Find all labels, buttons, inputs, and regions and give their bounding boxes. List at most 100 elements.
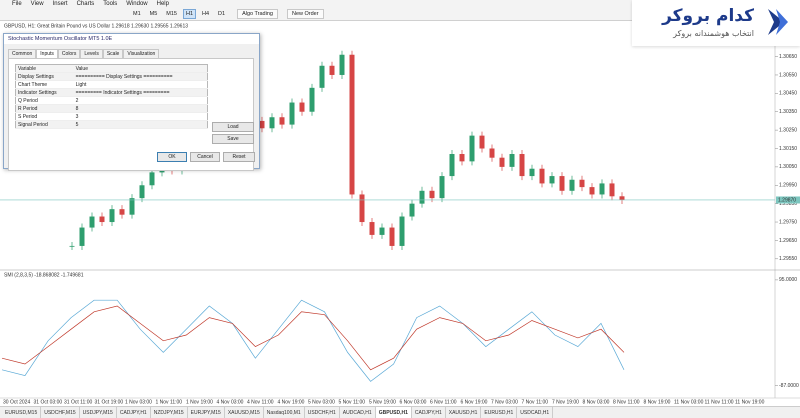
- chart-tab[interactable]: AUDCAD,H1: [340, 407, 376, 418]
- candle: [379, 227, 385, 235]
- chart-tab[interactable]: CADJPY,H1: [412, 407, 446, 418]
- indicator-dialog: Stochastic Momentum Oscillator MT5 1.0E …: [3, 33, 260, 171]
- timeframe-button[interactable]: H1: [182, 9, 197, 19]
- x-tick-label: 6 Nov 11:00: [430, 399, 457, 405]
- cancel-button[interactable]: Cancel: [190, 152, 220, 162]
- algo-trading-button[interactable]: Algo Trading: [237, 9, 278, 19]
- y-tick-label: 1.29950: [779, 183, 797, 189]
- candle: [79, 227, 85, 246]
- chart-tab[interactable]: NZDJPY,M15: [151, 407, 188, 418]
- x-tick-label: 31 Oct 19:00: [95, 399, 124, 405]
- timeframe-button[interactable]: D1: [218, 11, 226, 17]
- chart-tab[interactable]: EURUSD,M15: [2, 407, 42, 418]
- chart-tab[interactable]: USDCHF,M15: [41, 407, 80, 418]
- reset-button[interactable]: Reset: [223, 152, 255, 162]
- chart-tab[interactable]: Nasdaq100,M1: [264, 407, 305, 418]
- chart-tab[interactable]: GBPUSD,H1: [375, 407, 412, 418]
- x-tick-label: 5 Nov 19:00: [369, 399, 396, 405]
- x-tick-label: 7 Nov 19:00: [552, 399, 579, 405]
- table-cell: ========== Display Settings ==========: [73, 72, 208, 81]
- candle: [359, 194, 365, 223]
- candle: [429, 190, 435, 199]
- table-row[interactable]: Q Period 2: [15, 96, 208, 105]
- timeframe-button[interactable]: M15: [166, 11, 177, 17]
- chart-tab[interactable]: USDCHF,H1: [305, 407, 340, 418]
- y-tick-label: 1.29650: [779, 238, 797, 244]
- table-row[interactable]: Indicator Settings ========= Indicator Se…: [15, 88, 208, 97]
- load-button[interactable]: Load: [212, 122, 254, 132]
- dialog-title: Stochastic Momentum Oscillator MT5 1.0E: [4, 34, 259, 44]
- chart-tab[interactable]: USDCAD,H1: [517, 407, 554, 418]
- chart-tab[interactable]: EURUSD,H1: [481, 407, 518, 418]
- y-tick-label: 95.0000: [779, 277, 797, 283]
- x-tick-label: 31 Oct 03:00: [34, 399, 63, 405]
- chart-tab[interactable]: XAUUSD,M15: [225, 407, 264, 418]
- table-cell: S Period: [15, 112, 74, 121]
- new-order-button[interactable]: New Order: [286, 9, 324, 19]
- y-tick-label: 1.29850: [779, 201, 797, 207]
- x-tick-label: 30 Oct 2024: [3, 399, 30, 405]
- menu-item[interactable]: Charts: [76, 1, 95, 7]
- candle: [529, 168, 535, 177]
- candle: [349, 54, 355, 195]
- candle: [539, 168, 545, 184]
- candle: [389, 227, 395, 246]
- candle: [549, 176, 555, 184]
- table-cell: R Period: [15, 104, 74, 113]
- table-row[interactable]: Display Settings ========== Display Setti…: [15, 72, 208, 81]
- candle: [439, 176, 445, 199]
- table-row[interactable]: S Period 3: [15, 112, 208, 121]
- menu-item[interactable]: File: [12, 1, 22, 7]
- candle: [149, 172, 155, 186]
- dialog-tab[interactable]: Colors: [57, 49, 81, 58]
- oscillator-line: [1, 305, 625, 371]
- x-tick-label: 4 Nov 11:00: [247, 399, 274, 405]
- table-row[interactable]: R Period 8: [15, 104, 208, 113]
- dialog-tab[interactable]: Inputs: [36, 49, 58, 58]
- chart-tab[interactable]: EURJPY,M15: [188, 407, 225, 418]
- menu-item[interactable]: Insert: [52, 1, 68, 7]
- timeframe-button[interactable]: M5: [149, 11, 158, 17]
- y-tick-label: 1.30650: [779, 54, 797, 60]
- menu-item[interactable]: Help: [156, 1, 169, 7]
- logo-icon: [768, 9, 788, 35]
- dialog-tab[interactable]: Scale: [102, 49, 124, 58]
- menu-item[interactable]: View: [30, 1, 44, 7]
- header-cell: Variable: [15, 64, 74, 73]
- current-price-label: 1.29870: [778, 197, 796, 203]
- dialog-tab[interactable]: Levels: [80, 49, 103, 58]
- x-tick-label: 1 Nov 19:00: [186, 399, 213, 405]
- chart-tab[interactable]: CADJPY,H1: [117, 407, 151, 418]
- table-row[interactable]: Signal Period 5: [15, 120, 208, 129]
- y-tick-label: 1.30250: [779, 127, 797, 133]
- menu-item[interactable]: Tools: [103, 1, 118, 7]
- menu-item[interactable]: Window: [126, 1, 148, 7]
- ok-button[interactable]: OK: [157, 152, 187, 162]
- table-header: Variable Value: [15, 64, 208, 73]
- timeframe-button[interactable]: M1: [133, 11, 141, 17]
- y-tick-label: -87.0000: [779, 383, 799, 389]
- x-tick-label: 5 Nov 11:00: [339, 399, 366, 405]
- candle: [329, 65, 335, 75]
- candle: [99, 216, 105, 223]
- save-button[interactable]: Save: [212, 134, 254, 144]
- table-cell: Chart Theme: [15, 80, 74, 89]
- oscillator-label: SMI (2,8,3,5) -18.868082 -1.749681: [4, 272, 84, 278]
- chart-tab[interactable]: USDJPY,M15: [80, 407, 117, 418]
- x-tick-label: 8 Nov 11:00: [613, 399, 640, 405]
- logo-tagline: انتخاب هوشمندانه بروکر: [673, 29, 754, 38]
- table-cell: 2: [73, 96, 208, 105]
- dialog-tab[interactable]: Visualization: [123, 49, 160, 58]
- dialog-tab[interactable]: Common: [8, 49, 37, 58]
- x-tick-label: 8 Nov 03:00: [583, 399, 610, 405]
- chart-tab[interactable]: XAUUSD,H1: [446, 407, 482, 418]
- candle: [309, 87, 315, 112]
- current-price-box: [776, 196, 800, 204]
- y-tick-label: 1.30550: [779, 72, 797, 78]
- toolbar: M1 M5 M15 H1 H4 D1 Algo Trading New Order: [0, 8, 800, 21]
- dialog-tabs: Common Inputs Colors Levels Scale Visualizati…: [8, 49, 160, 58]
- candle: [619, 196, 625, 200]
- candle: [269, 117, 275, 129]
- table-row[interactable]: Chart Theme Light: [15, 80, 208, 89]
- timeframe-button[interactable]: H4: [202, 11, 210, 17]
